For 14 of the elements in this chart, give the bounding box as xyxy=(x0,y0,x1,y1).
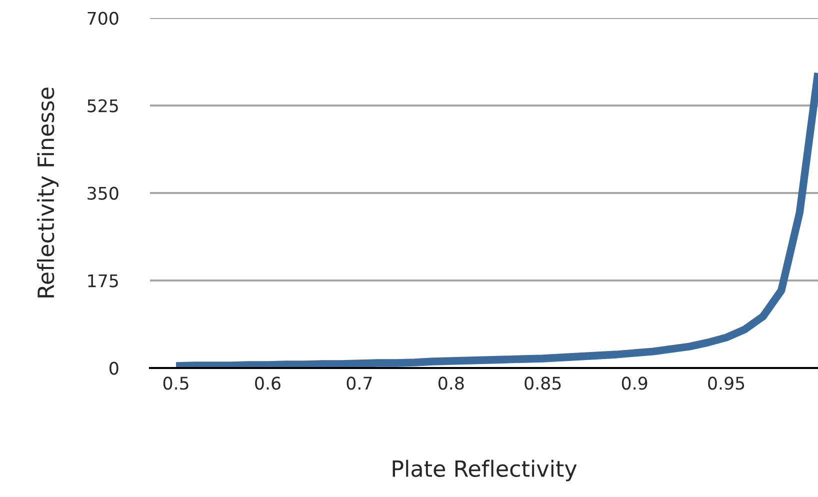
y-tick-label: 700 xyxy=(88,12,118,25)
y-axis-title: Reflectivity Finesse xyxy=(37,88,59,298)
x-tick-label: 0.95 xyxy=(708,376,744,390)
x-tick-label: 0.9 xyxy=(622,376,648,390)
x-axis-title: Plate Reflectivity xyxy=(392,460,577,482)
x-tick-label: 0.5 xyxy=(163,376,188,390)
x-tick-label: 0.7 xyxy=(346,376,372,390)
x-tick-label: 0.8 xyxy=(438,376,464,390)
y-tick-label: 350 xyxy=(88,186,118,200)
y-tick-label: 175 xyxy=(88,274,118,288)
y-tick-label: 525 xyxy=(88,99,118,112)
x-tick-label: 0.85 xyxy=(524,376,561,390)
y-tick-label: 0 xyxy=(110,362,118,375)
x-tick-label: 0.6 xyxy=(255,376,280,390)
